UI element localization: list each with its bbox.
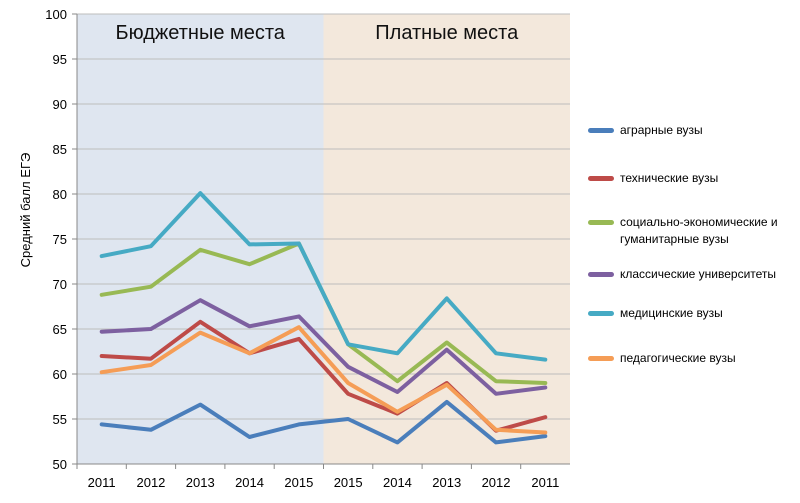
y-tick-label: 90 (53, 97, 67, 112)
legend-swatch (588, 128, 614, 133)
legend-label: педагогические вузы (620, 351, 736, 365)
x-tick-label: 2011 (88, 475, 116, 490)
legend-label: классические университеты (620, 267, 777, 281)
legend-swatch (588, 220, 614, 225)
legend-label: социально-экономические и гуманитарные в… (620, 215, 778, 246)
legend-swatch (588, 311, 614, 316)
series-line-3 (99, 298, 548, 396)
legend-label: медицинские вузы (620, 306, 723, 320)
series-line-5 (99, 325, 548, 435)
y-tick-label: 75 (53, 232, 67, 247)
x-tick-label: 2013 (432, 475, 461, 490)
y-tick-label: 65 (53, 322, 67, 337)
legend-item: педагогические вузы (588, 350, 800, 367)
legend-item: классические университеты (588, 266, 800, 283)
x-tick-label: 2012 (482, 475, 511, 490)
series-line-0 (99, 399, 548, 445)
y-tick-label: 55 (53, 412, 67, 427)
region-title: Бюджетные места (116, 22, 286, 44)
legend-item: социально-экономические и гуманитарные в… (588, 214, 800, 248)
series-line-4 (99, 191, 548, 362)
x-tick-label: 2015 (334, 475, 363, 490)
y-axis-label: Средний балл ЕГЭ (18, 153, 33, 268)
legend-item: медицинские вузы (588, 305, 800, 322)
x-tick-label: 2012 (136, 475, 165, 490)
legend-item: аграрные вузы (588, 122, 800, 139)
legend-item: технические вузы (588, 170, 800, 187)
legend-swatch (588, 176, 614, 181)
x-tick-label: 2013 (186, 475, 215, 490)
y-tick-label: 80 (53, 187, 67, 202)
region-title: Платные места (375, 22, 519, 44)
x-tick-label: 2011 (531, 475, 559, 490)
y-tick-label: 85 (53, 142, 67, 157)
legend-label: аграрные вузы (620, 123, 703, 137)
y-tick-label: 50 (53, 457, 67, 472)
x-tick-label: 2015 (284, 475, 313, 490)
y-tick-label: 70 (53, 277, 67, 292)
y-tick-label: 60 (53, 367, 67, 382)
y-tick-label: 95 (53, 52, 67, 67)
x-tick-label: 2014 (235, 475, 264, 490)
y-tick-label: 100 (45, 7, 67, 22)
legend-swatch (588, 272, 614, 277)
legend-swatch (588, 356, 614, 361)
legend-label: технические вузы (620, 171, 719, 185)
x-tick-label: 2014 (383, 475, 412, 490)
